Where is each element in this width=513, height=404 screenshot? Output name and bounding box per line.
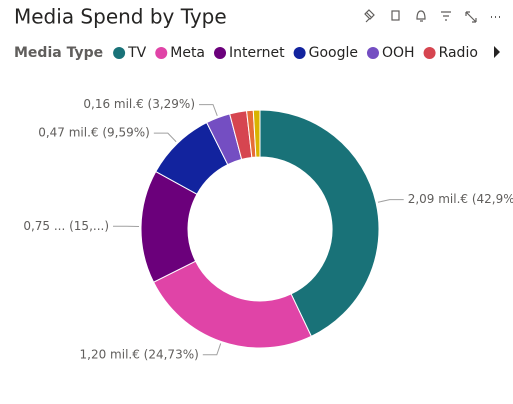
leader-line (377, 199, 404, 203)
leader-line (153, 132, 177, 143)
legend-marker (113, 47, 126, 59)
legend-marker (366, 47, 379, 59)
legend-label: OOH (382, 45, 415, 61)
data-label: 0,16 mil.€ (3,29%) (83, 97, 195, 111)
legend-label: TV (127, 45, 147, 61)
data-label: 0,75 ... (15,...) (23, 219, 109, 233)
filter-icon[interactable] (441, 11, 451, 21)
legend-label: Radio (439, 45, 478, 61)
chart-title: Media Spend by Type (14, 5, 227, 29)
data-label: 2,09 mil.€ (42,9%) (408, 192, 513, 206)
legend-next-arrow[interactable] (494, 46, 500, 58)
leader-line (199, 104, 218, 116)
legend-marker (214, 47, 227, 59)
alert-icon[interactable] (416, 10, 426, 22)
leader-line (202, 343, 222, 356)
data-label: 0,47 mil.€ (9,59%) (38, 126, 150, 140)
legend-label: Internet (229, 45, 285, 61)
legend-label: Google (309, 45, 358, 61)
focus-icon[interactable] (465, 11, 477, 23)
header-icons[interactable] (364, 9, 500, 23)
legend-marker (155, 47, 168, 59)
legend-title: Media Type (14, 45, 103, 61)
legend-marker (293, 47, 306, 59)
legend-marker (423, 47, 436, 59)
copy-icon[interactable] (391, 10, 400, 21)
legend-label: Meta (170, 45, 205, 61)
donut-slice (259, 109, 380, 338)
donut-slice (252, 109, 261, 158)
pin-icon[interactable] (364, 9, 375, 23)
donut-slice (152, 260, 313, 349)
data-label: 1,20 mil.€ (24,73%) (80, 347, 199, 361)
